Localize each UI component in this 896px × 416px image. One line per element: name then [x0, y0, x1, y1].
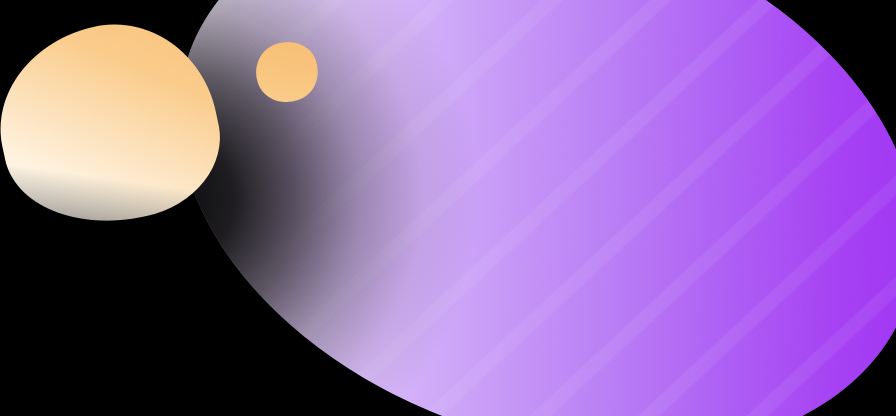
- purple-ellipse-dark-fade: [104, 0, 896, 416]
- large-orange-blob-fade: [0, 98, 215, 262]
- small-orange-blob-dither-texture: [248, 33, 326, 111]
- large-purple-ellipse: [104, 0, 896, 416]
- small-orange-blob: [248, 33, 326, 111]
- purple-ellipse-dither-texture: [104, 0, 896, 416]
- purple-ellipse-gradient-fill: [104, 0, 896, 416]
- orange-blob-dither-texture: [0, 5, 235, 243]
- large-orange-blob: [0, 5, 235, 243]
